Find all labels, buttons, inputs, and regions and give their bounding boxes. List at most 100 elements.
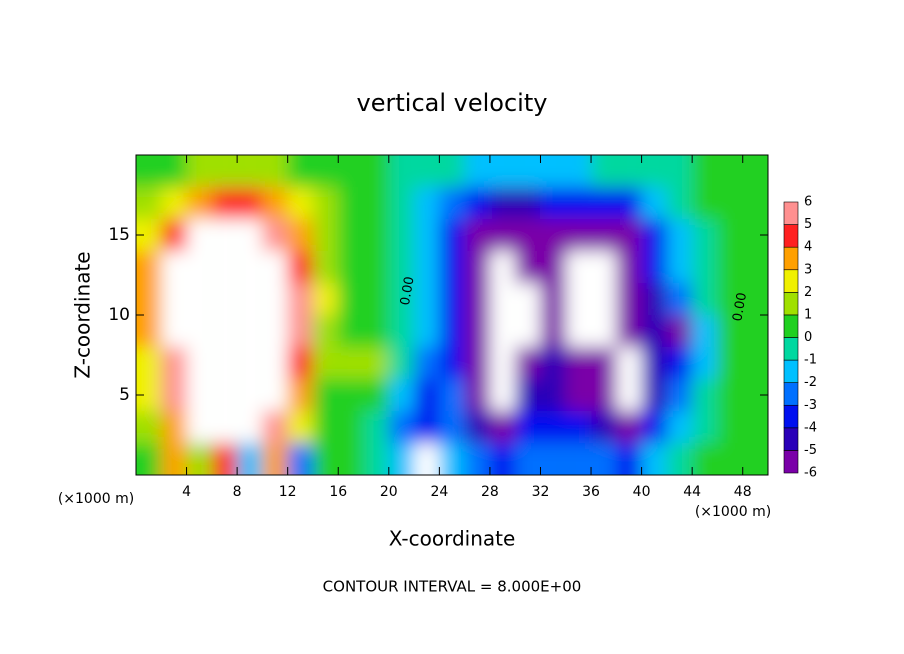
field-cell: [692, 283, 718, 315]
field-cell: [211, 251, 238, 283]
field-cell: [565, 283, 592, 315]
field-cell: [692, 315, 718, 347]
colorbar-swatch: [783, 382, 799, 406]
colorbar-label: 0: [804, 330, 812, 345]
field-cell: [262, 283, 288, 315]
field-cell: [287, 251, 313, 283]
field-cell: [641, 379, 667, 411]
field-cell: [287, 411, 313, 443]
field-cell: [742, 251, 768, 283]
field-cell: [414, 411, 440, 443]
field-cell: [439, 443, 465, 475]
field-cell: [489, 187, 516, 219]
field-cell: [287, 187, 313, 219]
field-cell: [287, 443, 313, 475]
field-cell: [363, 443, 389, 475]
field-cell: [312, 187, 339, 219]
field-cell: [515, 443, 541, 475]
field-cell: [287, 283, 313, 315]
field-cell: [414, 347, 440, 379]
field-cell: [717, 411, 743, 443]
field-cell: [666, 219, 693, 251]
field-cell: [161, 155, 187, 187]
field-cell: [414, 219, 440, 251]
colorbar-swatch: [783, 359, 799, 383]
field-cell: [717, 251, 743, 283]
field-cell: [565, 219, 592, 251]
field-cell: [312, 443, 339, 475]
field-cell: [692, 411, 718, 443]
field-cell: [186, 411, 212, 443]
field-cell: [489, 443, 516, 475]
colorbar-swatch: [783, 269, 799, 293]
field-cell: [136, 443, 162, 475]
field-cell: [464, 155, 490, 187]
field-cell: [388, 187, 415, 219]
field-cell: [211, 155, 238, 187]
field-cell: [287, 379, 313, 411]
field-cell: [742, 283, 768, 315]
field-cell: [641, 347, 667, 379]
field-cell: [717, 315, 743, 347]
colorbar-swatch: [783, 201, 799, 225]
field-cell: [237, 347, 263, 379]
field-cell: [287, 315, 313, 347]
field-cell: [363, 283, 389, 315]
field-cell: [540, 411, 566, 443]
field-cell: [515, 219, 541, 251]
field-cell: [591, 251, 617, 283]
field-cell: [717, 379, 743, 411]
field-cell: [161, 379, 187, 411]
field-cell: [237, 443, 263, 475]
field-cell: [641, 315, 667, 347]
x-tick-label: 48: [734, 484, 752, 500]
field-cell: [742, 315, 768, 347]
field-cell: [237, 283, 263, 315]
field-cell: [136, 283, 162, 315]
field-cell: [489, 251, 516, 283]
field-cell: [464, 315, 490, 347]
field-cell: [616, 251, 642, 283]
field-cell: [439, 155, 465, 187]
field-cell: [641, 411, 667, 443]
field-cell: [388, 443, 415, 475]
field-cell: [540, 315, 566, 347]
field-cell: [388, 315, 415, 347]
field-cell: [591, 155, 617, 187]
field-cell: [363, 379, 389, 411]
field-cell: [540, 155, 566, 187]
field-cell: [262, 155, 288, 187]
field-cell: [641, 155, 667, 187]
field-cell: [136, 251, 162, 283]
field-cell: [692, 219, 718, 251]
field-cell: [641, 219, 667, 251]
field-cell: [616, 347, 642, 379]
field-cell: [489, 379, 516, 411]
field-cell: [464, 347, 490, 379]
field-cell: [565, 155, 592, 187]
field-cell: [616, 155, 642, 187]
x-tick-label: 28: [481, 484, 499, 500]
field-cell: [616, 315, 642, 347]
field-cell: [338, 219, 364, 251]
field-cell: [211, 443, 238, 475]
field-cell: [717, 347, 743, 379]
field-cell: [186, 219, 212, 251]
colorbar-label: -6: [804, 466, 817, 481]
footer: CONTOUR INTERVAL = 8.000E+00: [323, 578, 582, 596]
field-cell: [439, 187, 465, 219]
field-cell: [262, 251, 288, 283]
field-cell: [540, 251, 566, 283]
field-cell: [262, 379, 288, 411]
field-cell: [237, 315, 263, 347]
field-cell: [489, 283, 516, 315]
field-cell: [666, 315, 693, 347]
field-cell: [136, 411, 162, 443]
contour-label: 0.00: [730, 291, 750, 322]
field-cell: [540, 219, 566, 251]
field-cell: [565, 411, 592, 443]
field-cell: [211, 411, 238, 443]
field-cell: [211, 187, 238, 219]
field-cell: [363, 155, 389, 187]
field-cell: [388, 155, 415, 187]
